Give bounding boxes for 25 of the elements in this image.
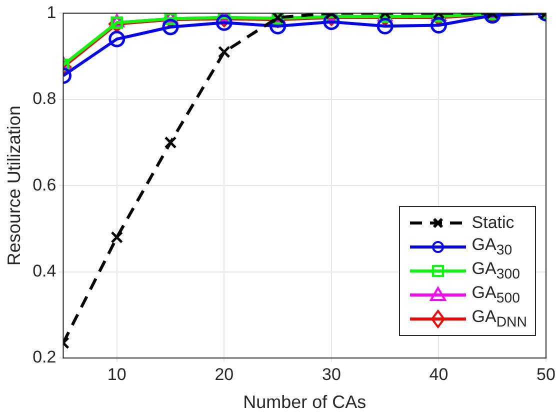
x-tick-label: 20: [214, 364, 234, 384]
legend-label: Static: [472, 213, 514, 233]
y-tick-label: 0.8: [32, 89, 56, 108]
y-tick-label: 0.2: [32, 348, 56, 367]
y-tick-label: 0.4: [32, 261, 56, 280]
point: [430, 17, 447, 34]
point: [110, 231, 124, 244]
x-tick-label: 10: [107, 364, 126, 384]
legend-label: GA$_{30}$: [472, 235, 512, 259]
y-axis-title: Resource Utilization: [4, 106, 24, 266]
x-tick-label: 40: [429, 364, 448, 384]
legend-label: GA$_{DNN}$: [472, 307, 527, 331]
point: [162, 18, 179, 36]
x-tick-label: 30: [322, 364, 341, 384]
point: [108, 30, 126, 48]
point: [376, 18, 394, 34]
legend-label: GA$_{500}$: [472, 283, 520, 307]
x-axis-title: Number of CAs: [243, 392, 366, 412]
x-tick-label: 50: [536, 364, 556, 384]
point: [164, 136, 177, 149]
y-tick-label: 0.6: [32, 175, 56, 194]
y-tick-label: 1: [46, 2, 56, 22]
point: [216, 14, 232, 31]
point: [218, 46, 230, 58]
legend-label: GA$_{300}$: [472, 259, 520, 283]
